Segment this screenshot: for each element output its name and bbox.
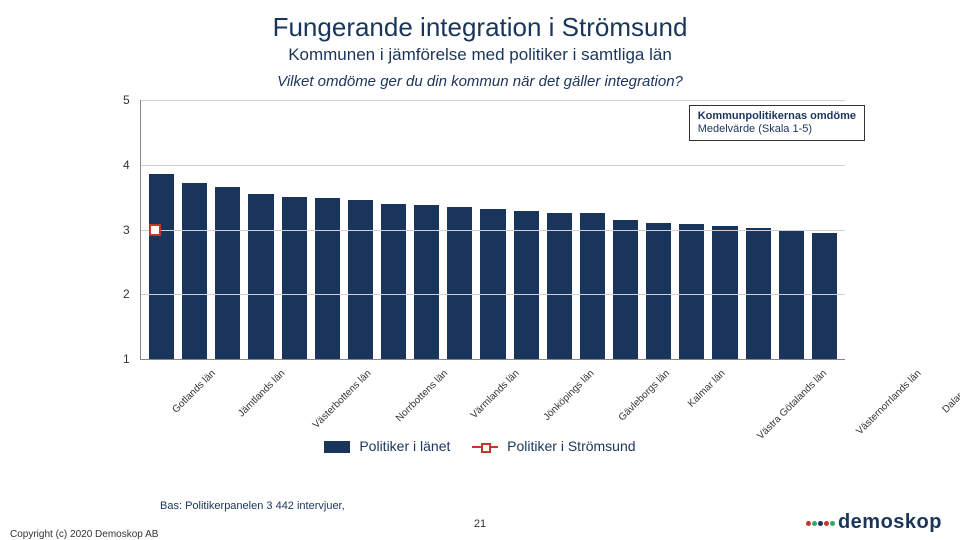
- legend-title: Kommunpolitikernas omdöme: [698, 110, 856, 123]
- x-tick-label: Västra Götalands län: [755, 368, 829, 442]
- x-tick-label: Kalmar län: [686, 368, 728, 410]
- reference-marker: [149, 224, 161, 236]
- y-tick-label: 2: [123, 287, 130, 301]
- bar: [381, 204, 406, 359]
- x-tick-label: Jämtlands län: [236, 368, 287, 419]
- bar: [282, 197, 307, 359]
- y-tick-label: 3: [123, 223, 130, 237]
- x-tick-label: Norrbottens län: [394, 368, 450, 424]
- series-legend: Politiker i länet Politiker i Strömsund: [0, 438, 960, 454]
- y-tick-label: 4: [123, 158, 130, 172]
- bar: [414, 205, 439, 359]
- page-title: Fungerande integration i Strömsund: [0, 12, 960, 43]
- legend-box: Kommunpolitikernas omdöme Medelvärde (Sk…: [689, 105, 865, 141]
- bar: [348, 200, 373, 359]
- question-text: Vilket omdöme ger du din kommun när det …: [0, 73, 960, 90]
- bar: [646, 223, 671, 359]
- bar: [182, 183, 207, 359]
- x-tick-label: Västernorrlands län: [855, 368, 924, 437]
- x-tick-label: Gotlands län: [170, 368, 217, 415]
- bar: [679, 224, 704, 359]
- line-series-label: Politiker i Strömsund: [507, 438, 635, 454]
- bar: [812, 233, 837, 359]
- x-tick-label: Gävleborgs län: [616, 368, 671, 423]
- page-number: 21: [474, 518, 486, 530]
- bar: [712, 226, 737, 359]
- gridline: [141, 165, 845, 166]
- bar: [480, 209, 505, 359]
- chart-container: Kommunpolitikernas omdöme Medelvärde (Sk…: [115, 100, 845, 360]
- x-tick-label: Jönköpings län: [542, 368, 597, 423]
- bar: [248, 194, 273, 359]
- bar-swatch: [324, 441, 350, 453]
- base-text: Bas: Politikerpanelen 3 442 intervjuer,: [160, 500, 345, 512]
- bar: [580, 213, 605, 359]
- bar: [149, 174, 174, 359]
- x-tick-label: Dalarnas län: [940, 368, 960, 415]
- legend-sub: Medelvärde (Skala 1-5): [698, 123, 856, 136]
- y-tick-label: 5: [123, 93, 130, 107]
- bar-series-label: Politiker i länet: [359, 438, 450, 454]
- x-tick-label: Västerbottens län: [311, 368, 374, 431]
- line-swatch: [472, 441, 498, 453]
- gridline: [141, 100, 845, 101]
- x-axis-labels: Gotlands länJämtlands länVästerbottens l…: [140, 360, 845, 371]
- logo: demoskop: [806, 511, 942, 534]
- bar: [613, 220, 638, 359]
- x-tick-label: Värmlands län: [469, 368, 522, 421]
- logo-dots: [806, 509, 836, 532]
- bar: [315, 198, 340, 359]
- gridline: [141, 230, 845, 231]
- bar: [514, 211, 539, 359]
- page-subtitle: Kommunen i jämförelse med politiker i sa…: [0, 45, 960, 65]
- y-tick-label: 1: [123, 352, 130, 366]
- bar: [547, 213, 572, 359]
- gridline: [141, 294, 845, 295]
- bar: [215, 187, 240, 359]
- copyright: Copyright (c) 2020 Demoskop AB: [10, 529, 158, 540]
- logo-text: demoskop: [838, 511, 942, 533]
